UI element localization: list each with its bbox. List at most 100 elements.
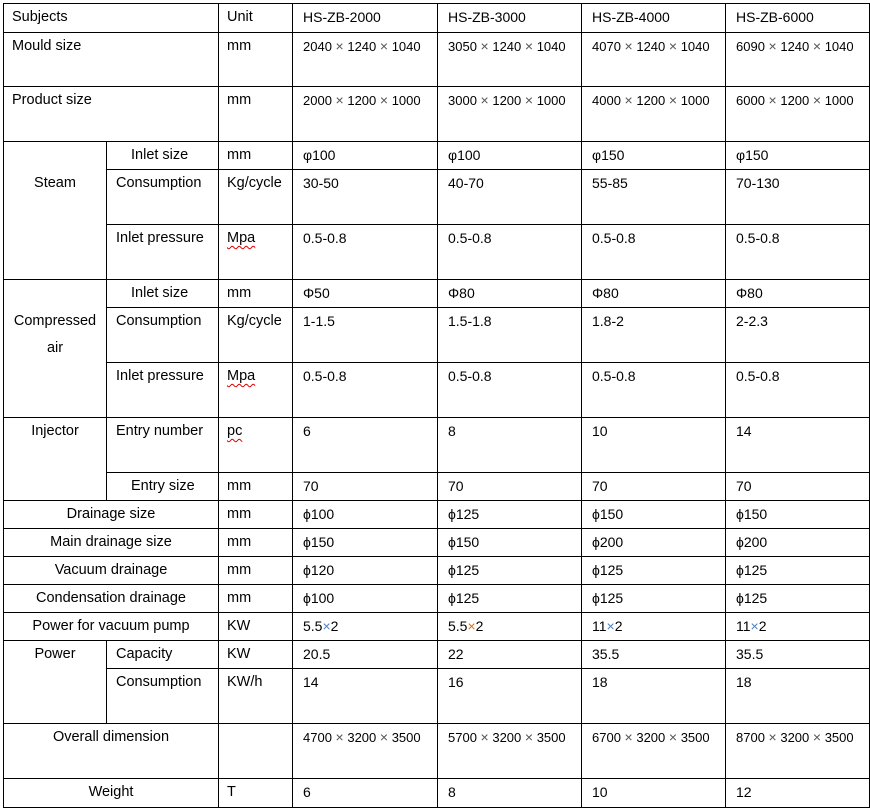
value-part: 2 (614, 618, 623, 634)
row-label: Product size (3, 86, 219, 142)
value-cell: 4000 × 1200 × 1000 (581, 86, 726, 142)
value-part: 11 (736, 618, 751, 634)
value-cell: 4070 × 1240 × 1040 (581, 32, 726, 87)
value-cell: 0.5-0.8 (581, 362, 726, 418)
value-part: 1000 (388, 93, 421, 108)
value-cell: ϕ120 (292, 556, 438, 585)
value-cell: 11×2 (725, 612, 870, 641)
multiply-sign: × (668, 729, 678, 745)
specification-table: Subjects Unit HS-ZB-2000 HS-ZB-3000 HS-Z… (3, 3, 870, 808)
value-cell: 0.5-0.8 (437, 224, 582, 280)
row-label: Inlet size (106, 279, 219, 308)
header-row: Subjects Unit HS-ZB-2000 HS-ZB-3000 HS-Z… (3, 3, 870, 33)
unit-text: Mpa (227, 230, 256, 246)
value-cell: 2040 × 1240 × 1040 (292, 32, 438, 87)
value-cell: ϕ100 (292, 584, 438, 613)
group-label: Compressed air (3, 279, 107, 418)
value-part: 1200 (632, 93, 669, 108)
model-header: HS-ZB-6000 (725, 3, 870, 33)
value-cell: 2000 × 1200 × 1000 (292, 86, 438, 142)
table-row: Compressed air Inlet size mm Φ50 Φ80 Φ80 Φ80 (3, 279, 870, 418)
unit-cell: mm (218, 472, 293, 501)
value-part: 6090 (736, 39, 769, 54)
unit-text: KW (227, 646, 251, 662)
table-row: Inlet pressure Mpa 0.5-0.8 0.5-0.8 0.5-0.8 0.… (4, 362, 870, 418)
value-cell: 10 (581, 417, 726, 473)
multiply-sign: × (480, 92, 489, 108)
value-cell: ϕ125 (725, 584, 870, 613)
unit-cell: T (218, 778, 293, 808)
row-label: Drainage size (3, 500, 219, 529)
unit-cell: mm (218, 32, 293, 87)
unit-cell: mm (218, 528, 293, 557)
value-cell: Φ50 (292, 279, 438, 308)
value-cell: 6 (292, 778, 438, 808)
unit-text: KW/h (227, 674, 263, 690)
unit-cell: mm (218, 500, 293, 529)
value-cell: 18 (581, 668, 726, 724)
multiply-sign: × (768, 729, 777, 745)
value-cell: 22 (437, 640, 582, 669)
value-part: 1000 (677, 93, 710, 108)
unit-text: mm (227, 38, 252, 54)
unit-cell: Mpa (218, 362, 293, 418)
value-cell: 2-2.3 (725, 307, 870, 363)
value-cell: 0.5-0.8 (292, 224, 438, 280)
value-cell: ϕ125 (437, 584, 582, 613)
unit-cell: Kg/cycle (218, 307, 293, 363)
multiply-sign: × (768, 38, 777, 54)
table-row: Consumption Kg/cycle 1-1.5 1.5-1.8 1.8-2 2-2.… (4, 307, 870, 363)
unit-text: mm (227, 562, 252, 578)
value-cell: 70 (725, 472, 870, 501)
unit-text: Mpa (227, 368, 256, 384)
multiply-sign: × (812, 38, 822, 54)
multiply-sign: × (624, 38, 633, 54)
value-cell: ϕ200 (581, 528, 726, 557)
value-part: 2 (330, 618, 339, 634)
multiply-sign: × (467, 618, 476, 634)
unit-text: mm (227, 590, 252, 606)
multiply-sign: × (750, 618, 759, 634)
multiply-sign: × (812, 92, 822, 108)
table-row: Product size mm 2000 × 1200 × 1000 3000 × 1… (3, 86, 870, 142)
value-cell: 4700 × 3200 × 3500 (292, 723, 438, 779)
unit-text: KW (227, 618, 251, 634)
unit-text: pc (227, 423, 243, 439)
value-part: 3000 (448, 93, 481, 108)
row-label: Consumption (106, 307, 219, 363)
value-cell: 70-130 (725, 169, 870, 225)
unit-cell: mm (218, 141, 293, 170)
value-cell: 3000 × 1200 × 1000 (437, 86, 582, 142)
value-part: 1040 (533, 39, 566, 54)
value-part: 1000 (533, 93, 566, 108)
value-cell: 1.8-2 (581, 307, 726, 363)
row-label: Consumption (106, 668, 219, 724)
table-row: Drainage size mm ϕ100 ϕ125 ϕ150 ϕ150 (3, 500, 870, 529)
value-cell: 11×2 (581, 612, 726, 641)
value-cell: ϕ125 (725, 556, 870, 585)
value-cell: 8 (437, 417, 582, 473)
multiply-sign: × (624, 92, 633, 108)
value-part: 4000 (592, 93, 625, 108)
value-part: 2000 (303, 93, 336, 108)
value-part: 6700 (592, 730, 625, 745)
value-cell: ϕ125 (581, 584, 726, 613)
multiply-sign: × (668, 92, 678, 108)
row-label: Main drainage size (3, 528, 219, 557)
value-part: 1200 (488, 93, 525, 108)
value-cell: 6000 × 1200 × 1000 (725, 86, 870, 142)
value-cell: 6 (292, 417, 438, 473)
value-part: 5.5 (303, 618, 323, 634)
value-part: 3500 (821, 730, 854, 745)
row-label: Power for vacuum pump (3, 612, 219, 641)
value-cell: φ100 (292, 141, 438, 170)
value-part: 11 (592, 618, 607, 634)
value-cell: 55-85 (581, 169, 726, 225)
unit-cell: KW/h (218, 668, 293, 724)
value-cell: 1-1.5 (292, 307, 438, 363)
row-label: Consumption (106, 169, 219, 225)
table-row: Mould size mm 2040 × 1240 × 1040 3050 × 124… (3, 32, 870, 87)
unit-cell: pc (218, 417, 293, 473)
table-row: Inlet pressure Mpa 0.5-0.8 0.5-0.8 0.5-0.8 0.… (4, 224, 870, 280)
unit-text: mm (227, 285, 252, 301)
